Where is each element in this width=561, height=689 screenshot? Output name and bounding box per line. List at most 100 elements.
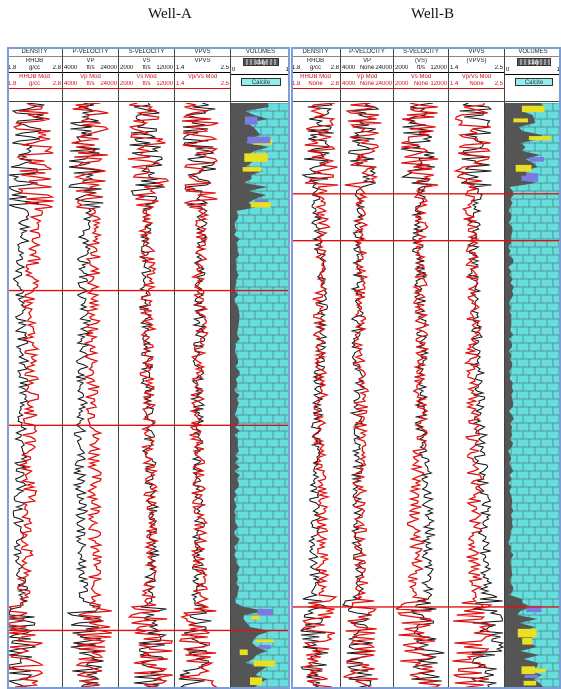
curve-scale: 2000 ft/s 12000 <box>394 65 448 73</box>
model-log-curve <box>452 103 494 689</box>
lithology-patch <box>249 677 263 686</box>
lithology-patch <box>242 167 262 172</box>
track-curves <box>342 103 382 689</box>
curve-scale: 1.4 2.5 <box>175 65 230 73</box>
lithology-patch <box>517 628 537 638</box>
model-curve-scale: 4000 None 24000 <box>341 81 393 89</box>
lithology-patch <box>515 164 532 172</box>
track-header: DENSITY RHOB 1.8 g/cc 2.8 RHOB Mod 1.8 None… <box>291 47 340 102</box>
measured-log-curve <box>7 103 45 689</box>
model-log-curve <box>71 103 113 689</box>
track-header: DENSITY RHOB 1.8 g/cc 2.8 RHOB Mod 1.8 g/cc… <box>7 47 62 102</box>
track-name: DENSITY <box>291 49 340 57</box>
calcite-legend: Calcite <box>515 78 553 86</box>
lithology-patch <box>251 615 260 620</box>
curve-name: VPVS <box>194 58 211 64</box>
curve-scale: 1.8 g/cc 2.8 <box>291 65 340 73</box>
lithology-patch <box>523 668 546 673</box>
track-name: VOLUMES <box>505 49 561 57</box>
model-curve-name: RHOB Mod <box>19 74 50 80</box>
model-curve-scale: 2000 ft/s 12000 <box>119 81 174 89</box>
lithology-patch <box>523 680 537 686</box>
track-name: VPVS <box>449 49 504 57</box>
well-b-title: Well-B <box>411 6 454 22</box>
curve-name: RHOB <box>306 58 325 64</box>
track-name: S-VELOCITY <box>119 49 174 57</box>
measured-log-curve <box>300 103 334 689</box>
model-log-curve <box>127 103 173 689</box>
well-b-log-panel: DENSITY RHOB 1.8 g/cc 2.8 RHOB Mod 1.8 None… <box>291 47 561 689</box>
track-name: VPVS <box>175 49 230 57</box>
curve-name: (VS) <box>415 58 427 64</box>
model-curve-scale: 2000 None 12000 <box>394 81 448 89</box>
model-log-curve <box>178 103 219 689</box>
curve-name: VS <box>142 58 151 64</box>
well-b-log-curves <box>291 103 561 689</box>
track-curves <box>178 103 219 689</box>
curve-scale: 4000 None 24000 <box>341 65 393 73</box>
track-curves <box>7 103 55 689</box>
well-b-p-velocity-track: P-VELOCITY VP 4000 None 24000 Vp Mod 4000 N… <box>341 47 394 689</box>
track-curves <box>452 103 505 689</box>
lithology-patch <box>258 645 271 649</box>
track-header: S-VELOCITY (VS) 2000 ft/s 12000 Vs Mod 200… <box>394 47 448 102</box>
lithology-patch <box>244 116 258 125</box>
track-name: P-VELOCITY <box>63 49 118 57</box>
well-b-vpvs-track: VPVS (VPVS) 1.4 2.5 Vp/Vs Mod 1.4 None 2.5 <box>449 47 505 689</box>
well-a-p-velocity-track: P-VELOCITY VP 4000 ft/s 24000 Vp Mod 4000 f… <box>63 47 119 689</box>
model-curve-name: Vs Mod <box>410 74 432 80</box>
lithology-patch <box>529 157 544 162</box>
well-a-density-track: DENSITY RHOB 1.8 g/cc 2.8 RHOB Mod 1.8 g/cc… <box>7 47 63 689</box>
lithology-patch <box>524 674 539 679</box>
track-name: P-VELOCITY <box>341 49 393 57</box>
model-curve-scale: 1.8 None 2.8 <box>291 81 340 89</box>
calcite-legend: Calcite <box>241 78 281 86</box>
model-curve-name: RHOB Mod <box>300 74 331 80</box>
volumes-fill <box>230 103 290 689</box>
model-curve-scale: 1.8 g/cc 2.8 <box>7 81 62 89</box>
model-log-curve <box>343 103 382 689</box>
measured-log-curve <box>459 103 505 689</box>
model-curve-name: Vp/Vs Mod <box>187 74 218 80</box>
track-curves <box>395 103 445 689</box>
model-log-curve <box>395 103 442 689</box>
well-a-title: Well-A <box>148 6 192 22</box>
lithology-patch <box>522 637 532 645</box>
well-a-log-panel: DENSITY RHOB 1.8 g/cc 2.8 RHOB Mod 1.8 g/cc… <box>7 47 290 689</box>
curve-name: VP <box>86 58 95 64</box>
clay-fill <box>505 103 545 689</box>
lithology-patch <box>528 136 551 141</box>
well-b-s-velocity-track: S-VELOCITY (VS) 2000 ft/s 12000 Vs Mod 200… <box>394 47 449 689</box>
track-curves <box>127 103 173 689</box>
well-a-s-velocity-track: S-VELOCITY VS 2000 ft/s 12000 Vs Mod 2000 f… <box>119 47 175 689</box>
track-name: VOLUMES <box>231 49 290 57</box>
lithology-patch <box>244 153 268 162</box>
track-name: DENSITY <box>7 49 62 57</box>
curve-scale: 1.8 g/cc 2.8 <box>7 65 62 73</box>
model-log-curve <box>7 103 55 689</box>
curve-scale: 1.4 2.5 <box>449 65 504 73</box>
model-curve-name: Vs Mod <box>136 74 157 80</box>
measured-log-curve <box>66 103 104 689</box>
lithology-patch <box>526 605 542 613</box>
track-name: S-VELOCITY <box>394 49 448 57</box>
well-a-log-curves <box>7 103 290 689</box>
model-curve-name: Vp Mod <box>80 74 101 80</box>
model-log-curve <box>300 103 339 689</box>
curve-name: RHOB <box>25 58 44 64</box>
track-header: P-VELOCITY VP 4000 ft/s 24000 Vp Mod 4000 f… <box>63 47 118 102</box>
clay-legend: clay <box>243 58 279 66</box>
lithology-patch <box>521 175 534 182</box>
well-a-vpvs-track: VPVS VPVS 1.4 2.5 Vp/Vs Mod 1.4 2.5 <box>175 47 231 689</box>
model-curve-name: Vp Mod <box>356 74 378 80</box>
lithology-patch <box>257 609 273 616</box>
lithology-patch <box>253 660 276 667</box>
clay-legend: clay <box>517 58 551 66</box>
curve-name: VP <box>362 58 371 64</box>
lithology-patch <box>239 649 248 656</box>
curve-name: (VPVS) <box>466 58 487 64</box>
